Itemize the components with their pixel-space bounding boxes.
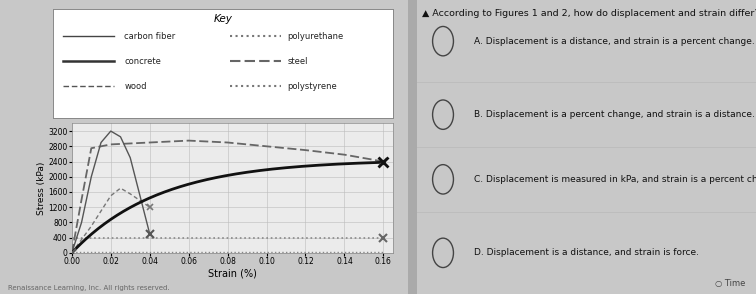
Text: C. Displacement is measured in kPa, and strain is a percent change.: C. Displacement is measured in kPa, and … — [474, 175, 756, 184]
Text: steel: steel — [287, 56, 308, 66]
Text: D. Displacement is a distance, and strain is force.: D. Displacement is a distance, and strai… — [474, 248, 699, 257]
Text: B. Displacement is a percent change, and strain is a distance.: B. Displacement is a percent change, and… — [474, 110, 755, 119]
Text: Renaissance Learning, Inc. All rights reserved.: Renaissance Learning, Inc. All rights re… — [8, 285, 169, 291]
Text: ○ Time: ○ Time — [715, 279, 745, 288]
Text: wood: wood — [124, 81, 147, 91]
Bar — [408, 0, 417, 294]
Text: Key: Key — [214, 14, 232, 24]
Text: polystyrene: polystyrene — [287, 81, 337, 91]
Text: carbon fiber: carbon fiber — [124, 31, 175, 41]
Text: ▲ According to Figures 1 and 2, how do displacement and strain differ?: ▲ According to Figures 1 and 2, how do d… — [422, 9, 756, 18]
X-axis label: Strain (%): Strain (%) — [208, 269, 257, 279]
Text: polyurethane: polyurethane — [287, 31, 344, 41]
Y-axis label: Stress (kPa): Stress (kPa) — [36, 161, 45, 215]
Text: concrete: concrete — [124, 56, 161, 66]
Text: A. Displacement is a distance, and strain is a percent change.: A. Displacement is a distance, and strai… — [474, 37, 755, 46]
